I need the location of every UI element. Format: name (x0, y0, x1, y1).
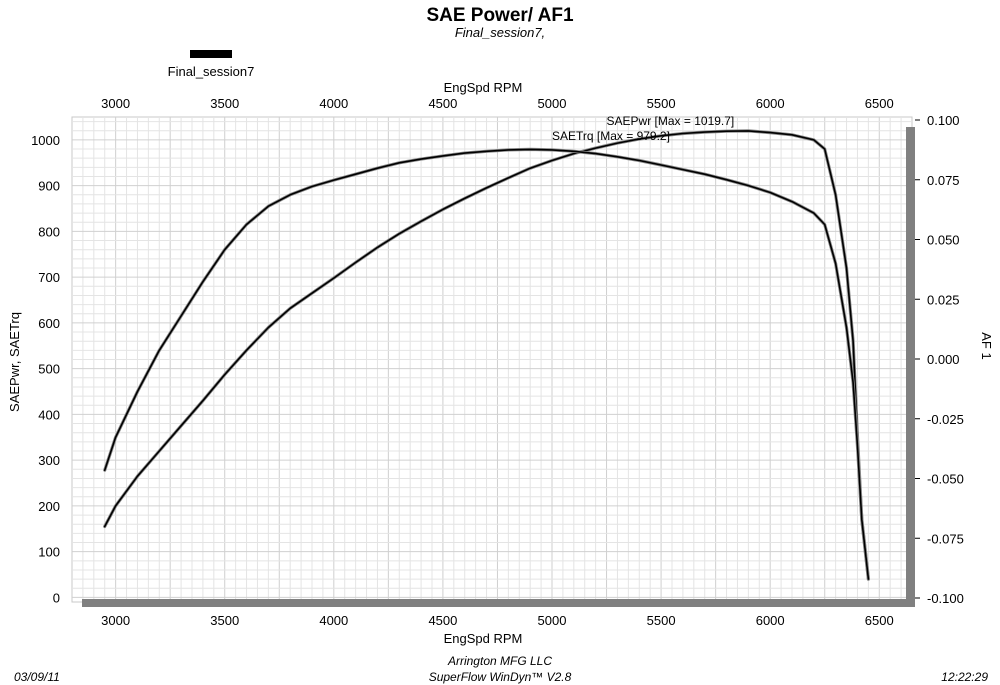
annotation-saepwr-max: SAEPwr [Max = 1019.7] (607, 114, 735, 128)
x-tick-label-top: 3000 (101, 96, 130, 111)
x-tick-label-top: 4000 (319, 96, 348, 111)
x-tick-label-bottom: 3000 (101, 613, 130, 628)
footer-time: 12:22:29 (941, 670, 988, 684)
x-axis-label-bottom: EngSpd RPM (444, 631, 523, 646)
y-tick-label-right: -0.025 (927, 412, 964, 427)
series-line-saepwr (103, 130, 870, 580)
footer-software: SuperFlow WinDyn™ V2.8 (429, 670, 572, 684)
x-tick-label-bottom: 3500 (210, 613, 239, 628)
y-tick-label-right: 0.050 (927, 233, 960, 248)
y-tick-labels-right: 0.100 0.075 0.050 0.025 0.000 -0.025 -0.050 -0.… (915, 113, 964, 606)
x-tick-label-bottom: 4500 (428, 613, 457, 628)
y-tick-label-left: 0 (53, 590, 60, 605)
y-tick-label-right: -0.050 (927, 472, 964, 487)
legend-label-final-session7: Final_session7 (168, 64, 255, 79)
footer-company: Arrington MFG LLC (447, 654, 552, 668)
y-tick-label-right: 0.025 (927, 292, 960, 307)
x-axis-label-top: EngSpd RPM (444, 80, 523, 95)
legend-swatch-final-session7 (190, 50, 232, 58)
grid (72, 117, 912, 602)
x-tick-label-top: 5500 (647, 96, 676, 111)
y-axis-label-left: SAEPwr, SAETrq (7, 312, 22, 412)
y-tick-label-left: 400 (38, 407, 60, 422)
y-tick-label-left: 700 (38, 270, 60, 285)
series-line-saetrq (103, 148, 870, 580)
bottom-axis-bar (82, 599, 915, 607)
right-axis-bar (906, 127, 915, 600)
chart-title: SAE Power/ AF1 (426, 5, 574, 26)
x-tick-labels-top: 3000 3500 4000 4500 5000 5500 6000 6500 (101, 96, 894, 111)
x-tick-label-bottom: 5000 (538, 613, 567, 628)
y-tick-label-right: -0.075 (927, 531, 964, 546)
y-tick-label-right: 0.000 (927, 352, 960, 367)
annotation-saetrq-max: SAETrq [Max = 979.2] (552, 129, 670, 143)
y-tick-label-left: 300 (38, 453, 60, 468)
y-tick-label-left: 1000 (31, 133, 60, 148)
x-tick-labels-bottom: 3000 3500 4000 4500 5000 5500 6000 6500 (101, 613, 894, 628)
x-tick-label-top: 4500 (428, 96, 457, 111)
y-tick-label-left: 600 (38, 316, 60, 331)
y-tick-label-left: 200 (38, 499, 60, 514)
x-tick-label-top: 6000 (756, 96, 785, 111)
x-tick-label-top: 6500 (865, 96, 894, 111)
chart-subtitle: Final_session7, (455, 25, 545, 40)
x-tick-label-bottom: 5500 (647, 613, 676, 628)
y-tick-label-left: 500 (38, 362, 60, 377)
y-axis-label-right: AF 1 (979, 332, 994, 359)
y-tick-label-right: -0.100 (927, 591, 964, 606)
y-tick-label-left: 100 (38, 545, 60, 560)
y-tick-label-left: 800 (38, 224, 60, 239)
y-tick-label-right: 0.075 (927, 173, 960, 188)
y-tick-label-left: 900 (38, 179, 60, 194)
x-tick-label-top: 3500 (210, 96, 239, 111)
x-tick-label-bottom: 6500 (865, 613, 894, 628)
x-tick-label-bottom: 6000 (756, 613, 785, 628)
annotations: SAEPwr [Max = 1019.7]SAETrq [Max = 979.2… (552, 114, 734, 143)
footer-date: 03/09/11 (14, 670, 60, 684)
x-tick-label-top: 5000 (538, 96, 567, 111)
y-tick-labels-left: 0 100 200 300 400 500 600 700 800 900 1000 (31, 133, 60, 606)
series-group (103, 129, 871, 581)
x-tick-label-bottom: 4000 (319, 613, 348, 628)
y-tick-label-right: 0.100 (927, 113, 960, 128)
